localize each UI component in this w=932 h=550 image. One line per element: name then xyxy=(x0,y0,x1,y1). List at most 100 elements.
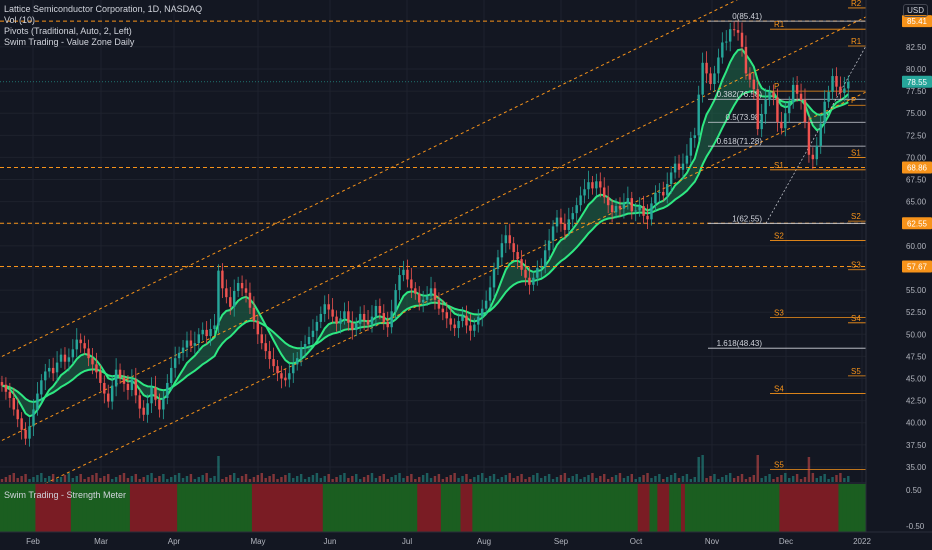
strength-meter-label[interactable]: Swim Trading - Strength Meter xyxy=(4,490,127,500)
x-tick-label: Jul xyxy=(402,537,412,546)
strength-bar xyxy=(314,484,320,532)
candle xyxy=(807,122,811,155)
volume-bar xyxy=(780,475,783,482)
volume-bar xyxy=(764,476,767,482)
volume-bar xyxy=(425,473,429,482)
candle xyxy=(343,311,346,319)
strength-bar xyxy=(558,484,564,532)
volume-bar xyxy=(402,478,405,482)
volume-bar xyxy=(469,479,472,482)
currency-button[interactable]: USD xyxy=(903,4,928,17)
value-zone-indicator-label[interactable]: Swim Trading - Value Zone Daily xyxy=(4,37,135,47)
pivots-indicator-label[interactable]: Pivots (Traditional, Auto, 2, Left) xyxy=(4,26,132,36)
strength-bar xyxy=(145,484,151,532)
candle xyxy=(374,306,378,317)
candle xyxy=(382,313,386,322)
candle xyxy=(99,371,102,383)
volume-bar xyxy=(803,477,807,482)
candle xyxy=(441,308,445,313)
strength-bar xyxy=(70,484,76,532)
volume-bar xyxy=(47,476,51,482)
strength-bar xyxy=(192,484,198,532)
price-tag xyxy=(902,217,932,230)
candle xyxy=(347,311,350,323)
candle xyxy=(713,73,716,85)
volume-bar xyxy=(591,473,594,482)
candle xyxy=(583,189,586,196)
candle xyxy=(772,91,775,98)
candle xyxy=(12,397,15,410)
volume-bar xyxy=(658,474,661,482)
volume-bar xyxy=(583,477,586,482)
strength-bar xyxy=(799,484,804,532)
volume-bar xyxy=(756,455,759,482)
volume-bar xyxy=(0,479,4,482)
strength-bar xyxy=(456,484,462,532)
candle xyxy=(681,163,685,170)
candle xyxy=(292,364,295,374)
strength-tick-label: -0.50 xyxy=(906,522,925,531)
strength-bar xyxy=(834,484,839,532)
volume-bar xyxy=(831,477,834,482)
strength-bar xyxy=(110,484,115,532)
strength-bar xyxy=(373,484,379,532)
candle xyxy=(543,250,547,268)
candle xyxy=(418,293,421,303)
candle xyxy=(701,62,704,95)
candle xyxy=(114,369,118,387)
strength-bar xyxy=(728,484,733,532)
candle xyxy=(528,277,531,285)
pivot-label: S4 xyxy=(774,385,784,394)
volume-bar xyxy=(40,473,43,482)
volume-bar xyxy=(477,475,480,482)
candle xyxy=(197,334,201,344)
volume-bar xyxy=(453,473,456,482)
strength-bar xyxy=(157,484,162,532)
strength-bar xyxy=(507,484,513,532)
candle xyxy=(658,191,661,193)
strength-bar xyxy=(303,484,308,532)
volume-bar xyxy=(232,473,236,482)
candle xyxy=(150,387,153,404)
volume-bar xyxy=(540,478,543,482)
candle xyxy=(79,339,82,344)
strength-bar xyxy=(618,484,623,532)
strength-bar xyxy=(204,484,210,532)
candle xyxy=(689,137,693,156)
candle xyxy=(465,315,468,326)
strength-bar xyxy=(814,484,820,532)
volume-bar xyxy=(229,475,232,482)
strength-bar xyxy=(421,484,426,532)
volume-bar xyxy=(382,474,386,482)
fib-level-label: 0.5(73.98) xyxy=(726,113,763,122)
strength-bar xyxy=(247,484,253,532)
y-tick-label: 45.00 xyxy=(906,375,927,384)
volume-bar xyxy=(36,475,39,482)
strength-bar xyxy=(503,484,509,532)
strength-bar xyxy=(137,484,143,532)
y-tick-label: 80.00 xyxy=(906,65,927,74)
volume-bar xyxy=(839,473,842,482)
price-tag-label: 57.67 xyxy=(907,262,928,271)
symbol-title[interactable]: Lattice Semiconductor Corporation, 1D, N… xyxy=(4,4,203,14)
strength-bar xyxy=(287,484,292,532)
candle xyxy=(693,135,696,138)
volume-bar xyxy=(768,474,771,482)
strength-bar xyxy=(641,484,647,532)
strength-bar xyxy=(7,484,13,532)
volume-indicator-label[interactable]: Vol (10) xyxy=(4,15,36,25)
volume-bar xyxy=(331,479,334,482)
price-tag-label: 62.55 xyxy=(907,219,928,228)
volume-bar xyxy=(599,476,602,482)
volume-bar xyxy=(355,474,358,482)
volume-bar xyxy=(28,479,31,482)
candle xyxy=(32,409,35,427)
candle xyxy=(185,340,189,348)
strength-bar xyxy=(696,484,702,532)
strength-bar xyxy=(19,484,25,532)
volume-bar xyxy=(146,475,149,482)
candle xyxy=(288,373,291,380)
candle xyxy=(170,367,173,383)
candle xyxy=(748,73,752,80)
